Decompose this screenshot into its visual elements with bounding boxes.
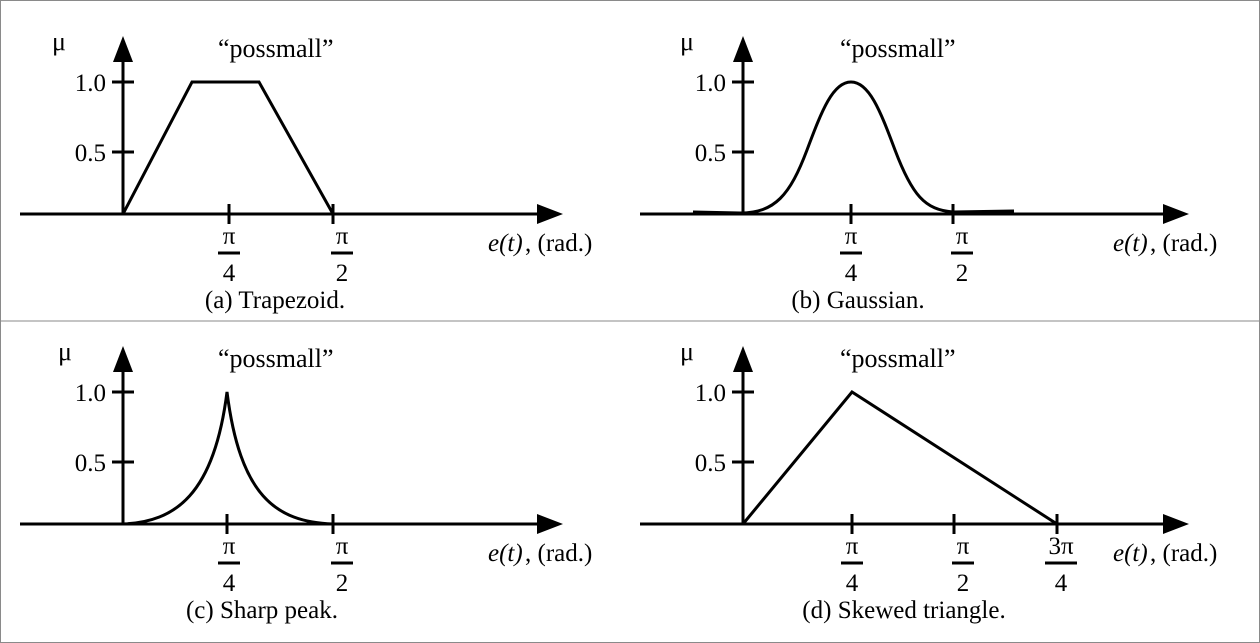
- x-tick-den: 2: [956, 260, 969, 287]
- x-tick-den: 4: [845, 260, 858, 287]
- y-axis-arrow: [113, 36, 133, 62]
- panel-gaussian: μ 1.0 0.5 π 4 π 2 e(t) , (rad.) “possmal…: [640, 27, 1217, 314]
- x-axis-arrow: [1163, 514, 1189, 534]
- x-tick-num: π: [846, 533, 859, 560]
- x-axis-arrow: [537, 204, 563, 224]
- x-tick-den: 2: [957, 570, 970, 597]
- panel-trapezoid: μ 1.0 0.5 π 4 π 2 e(t) , (rad.) “possmal…: [20, 27, 592, 314]
- x-tick-num: π: [223, 533, 236, 560]
- x-tick-num: π: [957, 533, 970, 560]
- x-tick-num: π: [336, 223, 349, 250]
- y-axis-symbol: μ: [680, 337, 694, 366]
- curve-name: “possmall”: [840, 344, 956, 373]
- curve-name: “possmall”: [218, 34, 334, 63]
- panel-caption: (a) Trapezoid.: [205, 287, 345, 314]
- x-tick-num: π: [336, 533, 349, 560]
- x-axis-label-italic: e(t): [488, 540, 523, 567]
- y-axis-symbol: μ: [680, 27, 694, 56]
- membership-curve: [123, 82, 333, 214]
- curve-name: “possmall”: [840, 34, 956, 63]
- panel-caption: (b) Gaussian.: [791, 287, 924, 314]
- x-axis-label-rest: , (rad.): [1150, 230, 1217, 257]
- x-axis-label-italic: e(t): [488, 230, 523, 257]
- y-tick-label-05: 0.5: [695, 450, 726, 477]
- x-tick-den: 2: [336, 260, 349, 287]
- y-axis-symbol: μ: [58, 337, 72, 366]
- x-tick-den: 2: [336, 570, 349, 597]
- panel-skewed-triangle: μ 1.0 0.5 π 4 π 2 3π 4 e(t) , (rad.) “po…: [640, 337, 1217, 624]
- x-axis-arrow: [1163, 204, 1189, 224]
- membership-curve: [693, 82, 1014, 213]
- x-axis-label-rest: , (rad.): [525, 540, 592, 567]
- x-axis-arrow: [537, 514, 563, 534]
- membership-curve: [123, 392, 333, 524]
- x-tick-den: 4: [846, 570, 859, 597]
- panel-caption: (c) Sharp peak.: [186, 597, 338, 624]
- panel-sharp-peak: μ 1.0 0.5 π 4 π 2 e(t) , (rad.) “possmal…: [20, 337, 592, 624]
- y-tick-label-05: 0.5: [75, 140, 106, 167]
- y-axis-symbol: μ: [52, 27, 66, 56]
- y-tick-label-1: 1.0: [695, 70, 726, 97]
- y-tick-label-05: 0.5: [75, 450, 106, 477]
- x-axis-label-italic: e(t): [1113, 540, 1148, 567]
- x-tick-den: 4: [223, 570, 236, 597]
- curve-name: “possmall”: [218, 344, 334, 373]
- y-tick-label-1: 1.0: [75, 70, 106, 97]
- y-tick-label-1: 1.0: [695, 380, 726, 407]
- panel-caption: (d) Skewed triangle.: [802, 597, 1005, 624]
- y-axis-arrow: [733, 36, 753, 62]
- x-axis-label-rest: , (rad.): [1150, 540, 1217, 567]
- x-axis-label-italic: e(t): [1113, 230, 1148, 257]
- y-axis-arrow: [733, 346, 753, 372]
- x-tick-num: π: [956, 223, 969, 250]
- x-axis-label-rest: , (rad.): [525, 230, 592, 257]
- y-tick-label-1: 1.0: [75, 380, 106, 407]
- x-tick-den: 4: [1055, 570, 1068, 597]
- x-tick-num: π: [845, 223, 858, 250]
- y-axis-arrow: [113, 346, 133, 372]
- x-tick-num: 3π: [1048, 533, 1074, 560]
- membership-curve: [743, 392, 1057, 524]
- y-tick-label-05: 0.5: [695, 140, 726, 167]
- x-tick-num: π: [223, 223, 236, 250]
- x-tick-den: 4: [223, 260, 236, 287]
